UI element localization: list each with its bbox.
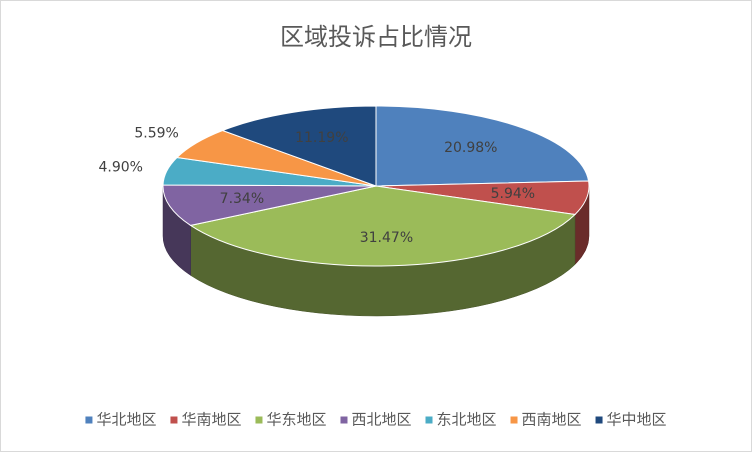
legend-label: 华北地区 (96, 411, 156, 429)
chart-title: 区域投诉占比情况 (280, 23, 472, 51)
slice (162, 184, 377, 226)
legend: 华北地区 华南地区 华东地区 西北地区 东北地区 西南地区 华中地区 (85, 411, 667, 429)
data-label: 11.19% (295, 130, 348, 146)
legend-swatch (510, 416, 518, 424)
data-label: 4.90% (99, 160, 143, 176)
legend-swatch (425, 416, 433, 424)
legend-swatch (85, 416, 93, 424)
legend-label: 西南地区 (522, 411, 582, 429)
legend-label: 西北地区 (351, 411, 411, 429)
data-label: 5.59% (134, 126, 178, 142)
slice (375, 105, 590, 187)
legend-label: 华南地区 (181, 411, 241, 429)
legend-swatch (595, 416, 603, 424)
data-label: 7.34% (220, 191, 264, 207)
legend-label: 华东地区 (266, 411, 326, 429)
legend-swatch (170, 416, 178, 424)
data-label: 20.98% (444, 140, 497, 156)
legend-swatch (340, 416, 348, 424)
legend-swatch (255, 416, 263, 424)
data-label: 31.47% (360, 230, 413, 246)
data-label: 5.94% (491, 186, 535, 202)
legend-label: 东北地区 (437, 411, 497, 429)
slice (221, 105, 377, 187)
slice (189, 185, 577, 267)
legend-label: 华中地区 (607, 411, 667, 429)
